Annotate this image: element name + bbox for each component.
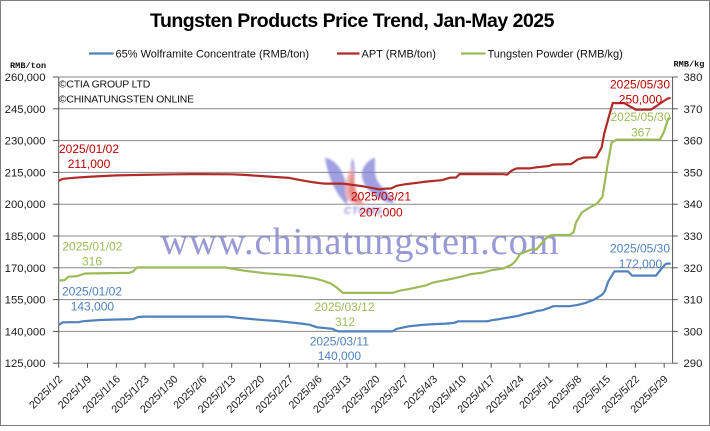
svg-text:172,000: 172,000 — [619, 257, 663, 271]
svg-text:RMB/kg: RMB/kg — [674, 60, 705, 70]
svg-text:65% Wolframite Concentrate (RM: 65% Wolframite Concentrate (RMB/ton) — [116, 49, 310, 61]
svg-text:2025/03/12: 2025/03/12 — [314, 300, 374, 314]
svg-text:200,000: 200,000 — [5, 199, 46, 211]
svg-text:340: 340 — [684, 199, 703, 211]
svg-text:310: 310 — [684, 295, 703, 307]
svg-text:140,000: 140,000 — [5, 326, 46, 338]
svg-text:300: 300 — [684, 326, 703, 338]
svg-text:2025/03/21: 2025/03/21 — [351, 190, 411, 204]
svg-text:2025/01/02: 2025/01/02 — [62, 285, 122, 299]
svg-text:330: 330 — [684, 231, 703, 243]
svg-text:Tungsten Powder (RMB/kg): Tungsten Powder (RMB/kg) — [488, 49, 623, 61]
svg-text:©CHINATUNGSTEN ONLINE: ©CHINATUNGSTEN ONLINE — [59, 94, 194, 106]
svg-text:207,000: 207,000 — [359, 206, 403, 220]
svg-text:RMB/ton: RMB/ton — [10, 61, 46, 71]
svg-text:260,000: 260,000 — [5, 72, 46, 84]
svg-text:©CTIA GROUP LTD: ©CTIA GROUP LTD — [59, 79, 151, 91]
svg-text:143,000: 143,000 — [71, 300, 115, 314]
svg-text:125,000: 125,000 — [5, 358, 46, 370]
svg-text:211,000: 211,000 — [68, 157, 111, 171]
svg-text:312: 312 — [335, 315, 355, 329]
svg-text:230,000: 230,000 — [5, 136, 46, 148]
svg-text:2025/05/30: 2025/05/30 — [610, 78, 670, 92]
svg-text:250,000: 250,000 — [619, 93, 663, 107]
svg-text:APT (RMB/ton): APT (RMB/ton) — [362, 49, 436, 61]
svg-text:290: 290 — [684, 358, 703, 370]
svg-text:380: 380 — [684, 72, 703, 84]
svg-text:2025/05/30: 2025/05/30 — [610, 110, 670, 124]
svg-text:2025/01/02: 2025/01/02 — [59, 142, 119, 156]
svg-text:350: 350 — [684, 167, 703, 179]
svg-text:245,000: 245,000 — [5, 104, 46, 116]
svg-text:316: 316 — [82, 255, 102, 269]
svg-text:140,000: 140,000 — [318, 349, 362, 363]
svg-text:360: 360 — [684, 136, 703, 148]
svg-text:367: 367 — [631, 126, 651, 140]
svg-text:320: 320 — [684, 263, 703, 275]
svg-text:www.chinatungsten.com: www.chinatungsten.com — [160, 221, 559, 263]
svg-text:155,000: 155,000 — [5, 295, 46, 307]
svg-text:Tungsten Products Price Trend,: Tungsten Products Price Trend, Jan-May 2… — [150, 10, 555, 32]
svg-text:185,000: 185,000 — [5, 231, 46, 243]
svg-text:170,000: 170,000 — [5, 263, 46, 275]
svg-text:2025/05/30: 2025/05/30 — [610, 242, 670, 256]
svg-text:2025/01/02: 2025/01/02 — [62, 240, 122, 254]
svg-text:CTOMS: CTOMS — [344, 206, 382, 217]
svg-text:370: 370 — [684, 104, 703, 116]
svg-text:2025/03/11: 2025/03/11 — [310, 335, 369, 349]
svg-text:215,000: 215,000 — [5, 167, 46, 179]
